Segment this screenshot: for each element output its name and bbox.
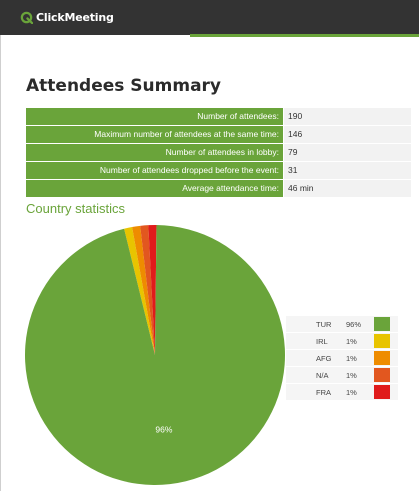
legend-label: IRL bbox=[316, 336, 328, 346]
summary-label: Maximum number of attendees at the same … bbox=[26, 126, 283, 143]
pie-slice-irl bbox=[124, 227, 155, 355]
top-bar: ClickMeeting bbox=[0, 0, 419, 35]
summary-row: Number of attendees: 190 bbox=[26, 108, 411, 125]
attendees-summary-table: Number of attendees: 190 Maximum number … bbox=[26, 108, 411, 198]
pie-slice-afg bbox=[132, 225, 155, 355]
country-legend: TUR 96% IRL 1% AFG 1% N/A 1% FRA 1% bbox=[286, 316, 398, 401]
legend-swatch bbox=[374, 368, 390, 382]
logo-text: ClickMeeting bbox=[36, 11, 114, 24]
pie-slice-na bbox=[140, 225, 155, 355]
legend-label: FRA bbox=[316, 387, 331, 397]
page-title: Attendees Summary bbox=[26, 76, 222, 96]
clickmeeting-logo-icon bbox=[20, 11, 33, 24]
legend-value: 1% bbox=[346, 353, 357, 363]
legend-item: TUR 96% bbox=[286, 316, 398, 332]
legend-item: IRL 1% bbox=[286, 333, 398, 349]
country-pie-chart: 96% bbox=[24, 225, 286, 486]
summary-label: Number of attendees in lobby: bbox=[26, 144, 283, 161]
summary-row: Number of attendees dropped before the e… bbox=[26, 162, 411, 179]
summary-value: 146 bbox=[284, 126, 411, 143]
legend-value: 1% bbox=[346, 336, 357, 346]
legend-swatch bbox=[374, 334, 390, 348]
summary-row: Average attendance time: 46 min bbox=[26, 180, 411, 197]
legend-value: 96% bbox=[346, 319, 362, 329]
legend-label: N/A bbox=[316, 370, 329, 380]
legend-value: 1% bbox=[346, 387, 357, 397]
pie-slice-label: 96% bbox=[155, 424, 172, 434]
legend-swatch bbox=[374, 317, 390, 331]
legend-value: 1% bbox=[346, 370, 357, 380]
legend-item: N/A 1% bbox=[286, 367, 398, 383]
pie-slice-fra bbox=[148, 225, 157, 355]
legend-item: FRA 1% bbox=[286, 384, 398, 400]
pie-slice-tur bbox=[24, 225, 286, 486]
legend-label: TUR bbox=[316, 319, 332, 329]
summary-value: 31 bbox=[284, 162, 411, 179]
summary-row: Number of attendees in lobby: 79 bbox=[26, 144, 411, 161]
summary-row: Maximum number of attendees at the same … bbox=[26, 126, 411, 143]
legend-swatch bbox=[374, 351, 390, 365]
summary-label: Average attendance time: bbox=[26, 180, 283, 197]
logo[interactable]: ClickMeeting bbox=[20, 11, 114, 24]
legend-swatch bbox=[374, 385, 390, 399]
legend-label: AFG bbox=[316, 353, 332, 363]
summary-label: Number of attendees dropped before the e… bbox=[26, 162, 283, 179]
summary-value: 46 min bbox=[284, 180, 411, 197]
summary-value: 79 bbox=[284, 144, 411, 161]
summary-label: Number of attendees: bbox=[26, 108, 283, 125]
summary-value: 190 bbox=[284, 108, 411, 125]
header-accent-line bbox=[190, 34, 419, 37]
country-statistics-title: Country statistics bbox=[26, 201, 125, 216]
legend-item: AFG 1% bbox=[286, 350, 398, 366]
page-border bbox=[0, 35, 1, 491]
